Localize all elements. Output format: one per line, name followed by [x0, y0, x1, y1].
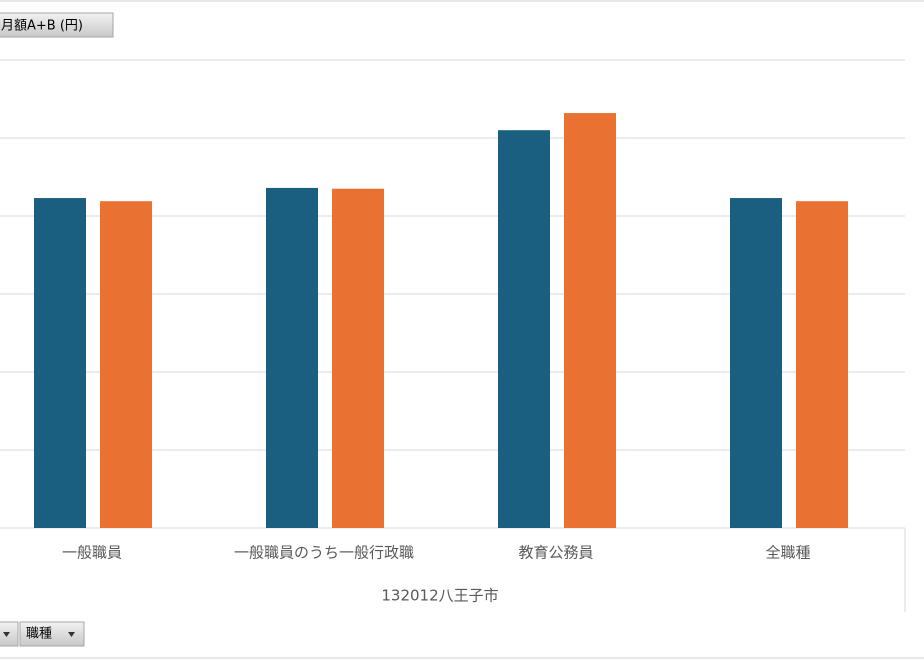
value-field-button[interactable]: 与月額A+B (円) — [0, 12, 114, 38]
x-tick-label: 一般職員のうち一般行政職 — [234, 544, 414, 562]
dropdown-icon — [68, 632, 75, 637]
x-tick-label: 教育公務員 — [518, 544, 593, 562]
row-field-button[interactable]: 職種 — [19, 621, 85, 647]
bar — [730, 198, 782, 528]
bar — [266, 187, 318, 529]
bar — [100, 201, 152, 528]
x-tick-label: 全職種 — [765, 544, 810, 562]
button-bg — [0, 621, 19, 647]
dropdown-icon — [3, 632, 10, 637]
filter-arrow-button[interactable] — [0, 621, 19, 647]
x-tick-label: 一般職員 — [62, 544, 122, 562]
bar — [796, 201, 848, 528]
button-bg — [0, 12, 114, 38]
button-label: 与月額A+B (円) — [0, 19, 83, 34]
bar — [498, 130, 550, 528]
bar — [332, 188, 384, 528]
group-label: 132012八王子市 — [381, 587, 498, 605]
bar — [34, 198, 86, 528]
button-label: 職種 — [26, 626, 52, 642]
bar — [564, 113, 616, 528]
